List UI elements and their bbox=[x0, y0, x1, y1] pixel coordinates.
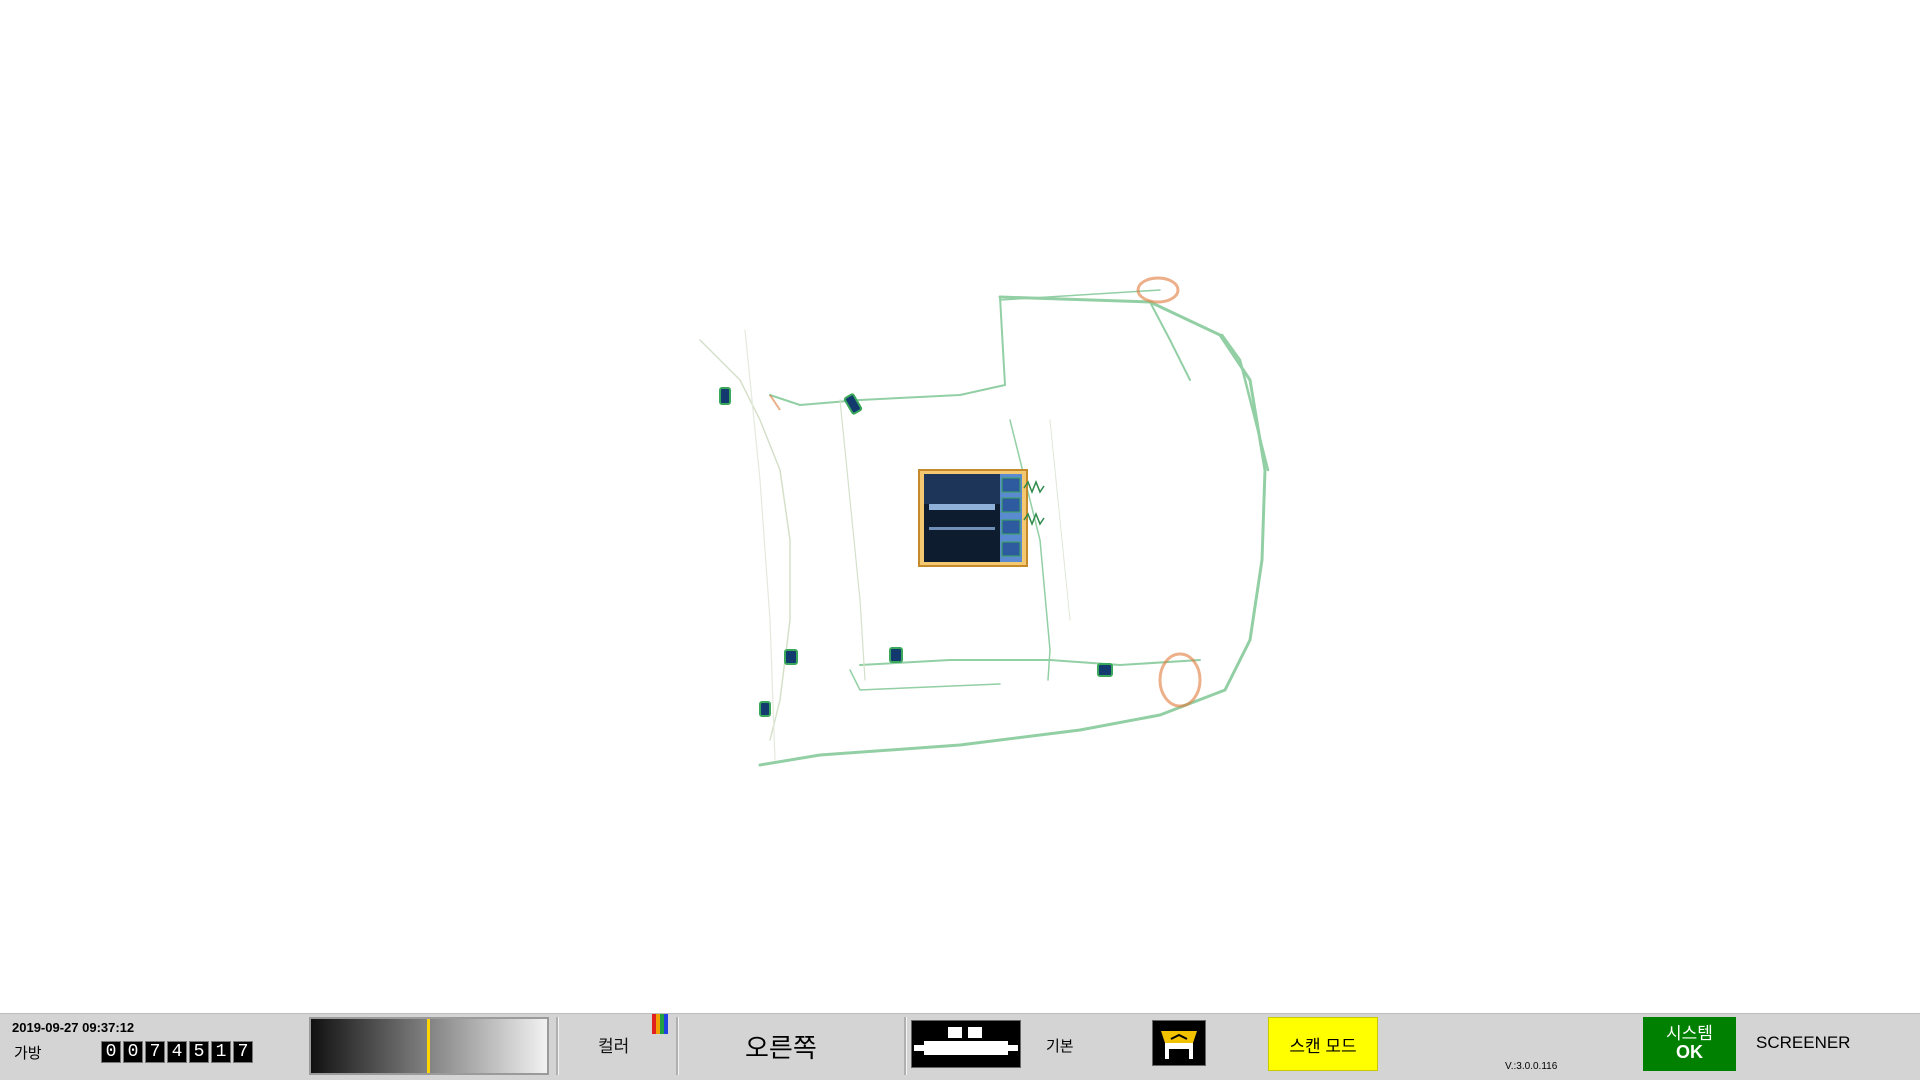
belt-direction[interactable]: 오른쪽 bbox=[745, 1033, 817, 1063]
conveyor-belt-icon[interactable] bbox=[911, 1020, 1021, 1068]
counter-digit: 7 bbox=[233, 1041, 253, 1063]
operator-seat-icon[interactable] bbox=[1152, 1020, 1206, 1066]
xray-bag-image bbox=[699, 276, 1270, 767]
counter-digit: 4 bbox=[167, 1041, 187, 1063]
battery-device bbox=[918, 469, 1045, 567]
bag-counter: 0 0 7 4 5 1 7 bbox=[101, 1041, 253, 1063]
counter-digit: 0 bbox=[101, 1041, 121, 1063]
xray-image-viewer[interactable] bbox=[0, 0, 1920, 1013]
divider bbox=[676, 1017, 679, 1075]
counter-digit: 1 bbox=[211, 1041, 231, 1063]
system-status-indicator[interactable]: 시스템 OK bbox=[1643, 1017, 1736, 1071]
counter-digit: 0 bbox=[123, 1041, 143, 1063]
density-slider[interactable] bbox=[309, 1017, 549, 1075]
rgb-bars-icon[interactable] bbox=[652, 1014, 668, 1034]
divider bbox=[556, 1017, 559, 1075]
counter-digit: 5 bbox=[189, 1041, 209, 1063]
density-level-marker[interactable] bbox=[427, 1019, 430, 1073]
system-status-label: 시스템 bbox=[1666, 1023, 1713, 1043]
divider bbox=[904, 1017, 907, 1075]
image-mode-label[interactable]: 기본 bbox=[1046, 1038, 1074, 1055]
counter-digit: 7 bbox=[145, 1041, 165, 1063]
status-bar: 2019-09-27 09:37:12 가방 0 0 7 4 5 1 7 컬러 … bbox=[0, 1013, 1920, 1080]
scan-mode-button[interactable]: 스캔 모드 bbox=[1268, 1017, 1378, 1071]
bag-count-label: 가방 bbox=[14, 1045, 42, 1062]
color-mode-label[interactable]: 컬러 bbox=[598, 1037, 630, 1056]
datetime: 2019-09-27 09:37:12 bbox=[12, 1020, 135, 1035]
user-role: SCREENER bbox=[1756, 1033, 1851, 1052]
version-label: V.:3.0.0.116 bbox=[1505, 1061, 1558, 1072]
system-status-value: OK bbox=[1676, 1042, 1703, 1063]
